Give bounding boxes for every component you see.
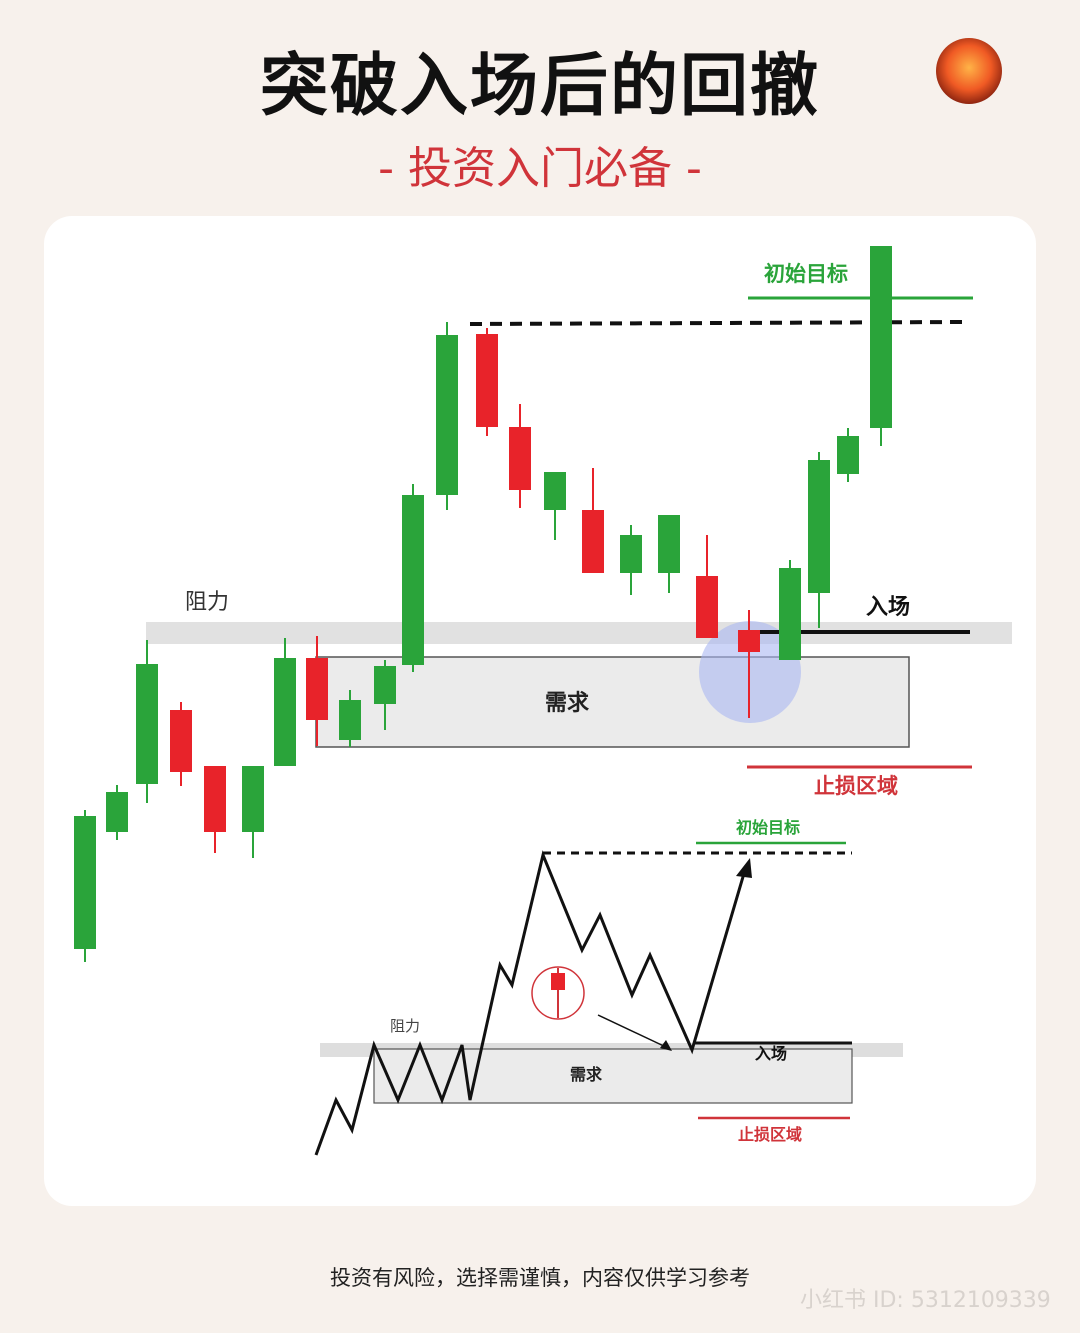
candle bbox=[170, 702, 192, 786]
candle bbox=[74, 810, 96, 962]
candle bbox=[274, 638, 296, 766]
candle bbox=[808, 452, 830, 628]
resistance-label: 阻力 bbox=[185, 590, 229, 615]
page-subtitle: - 投资入门必备 - bbox=[378, 143, 702, 194]
candle bbox=[136, 640, 158, 803]
candle bbox=[658, 515, 680, 593]
mountain-sun-logo-icon bbox=[936, 38, 1002, 104]
disclaimer: 投资有风险，选择需谨慎，内容仅供学习参考 bbox=[330, 1266, 750, 1290]
pullback-arrow-line bbox=[597, 1014, 669, 1049]
candle bbox=[870, 246, 892, 446]
candle bbox=[476, 328, 498, 436]
high-dashed-line bbox=[469, 320, 966, 326]
demand-zone bbox=[315, 656, 910, 748]
candle bbox=[106, 785, 128, 840]
candle bbox=[738, 610, 760, 718]
mini-demand-zone bbox=[373, 1048, 853, 1104]
demand-label: 需求 bbox=[545, 691, 589, 716]
candle bbox=[374, 660, 396, 730]
candle bbox=[402, 484, 424, 672]
price-path-line bbox=[314, 850, 747, 1156]
watermark: 小红书 ID: 5312109339 bbox=[800, 1288, 1051, 1313]
candle bbox=[306, 636, 328, 746]
page-title: 突破入场后的回撤 bbox=[259, 47, 820, 126]
candle bbox=[837, 428, 859, 482]
stop-label: 止损区域 bbox=[814, 774, 898, 798]
mini-stop-label: 止损区域 bbox=[738, 1125, 802, 1144]
mini-demand-label: 需求 bbox=[570, 1065, 603, 1084]
candle bbox=[436, 322, 458, 510]
candles bbox=[74, 246, 892, 962]
candle bbox=[509, 404, 531, 508]
candle bbox=[582, 468, 604, 573]
small-arrow-head-icon bbox=[660, 1040, 672, 1051]
candle bbox=[242, 766, 264, 858]
candle bbox=[779, 560, 801, 660]
candle bbox=[696, 535, 718, 638]
mini-entry-label: 入场 bbox=[755, 1044, 787, 1063]
target-label: 初始目标 bbox=[764, 262, 848, 286]
arrow-head-icon bbox=[736, 858, 752, 878]
candle bbox=[544, 472, 566, 540]
candle bbox=[204, 766, 226, 853]
candle bbox=[620, 525, 642, 595]
candle bbox=[339, 690, 361, 747]
entry-label: 入场 bbox=[866, 595, 910, 620]
mini-target-label: 初始目标 bbox=[736, 818, 800, 837]
mini-resistance-label: 阻力 bbox=[390, 1017, 420, 1035]
mini-candle-callout bbox=[531, 966, 585, 1020]
